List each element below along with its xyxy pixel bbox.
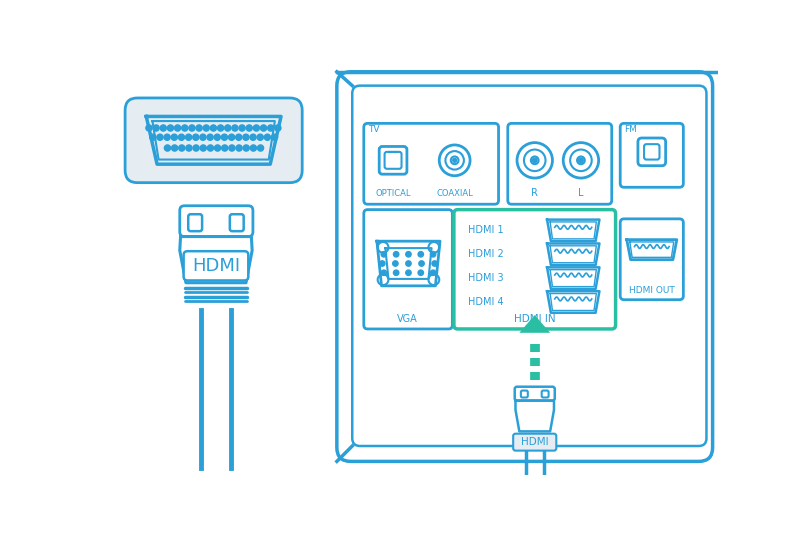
- Polygon shape: [519, 315, 550, 333]
- Circle shape: [578, 158, 583, 163]
- Circle shape: [533, 158, 537, 163]
- Circle shape: [271, 134, 278, 140]
- Circle shape: [200, 134, 206, 140]
- Text: HDMI: HDMI: [521, 437, 549, 447]
- FancyBboxPatch shape: [180, 206, 253, 237]
- Circle shape: [193, 134, 199, 140]
- Circle shape: [258, 145, 264, 151]
- Circle shape: [222, 134, 227, 140]
- Circle shape: [243, 134, 249, 140]
- Text: L: L: [578, 188, 584, 198]
- Circle shape: [174, 125, 181, 131]
- Text: HDMI 3: HDMI 3: [468, 273, 503, 283]
- Circle shape: [432, 261, 438, 266]
- Circle shape: [146, 125, 152, 131]
- Text: FM: FM: [624, 125, 637, 134]
- Text: HDMI 1: HDMI 1: [468, 225, 503, 235]
- Circle shape: [222, 145, 228, 151]
- Circle shape: [394, 252, 399, 257]
- Circle shape: [393, 261, 398, 266]
- Circle shape: [186, 145, 192, 151]
- Circle shape: [381, 252, 386, 257]
- Circle shape: [229, 134, 234, 140]
- Circle shape: [203, 125, 210, 131]
- Circle shape: [261, 125, 266, 131]
- Circle shape: [268, 125, 274, 131]
- Circle shape: [236, 145, 242, 151]
- Circle shape: [171, 134, 178, 140]
- Circle shape: [274, 125, 281, 131]
- Circle shape: [218, 125, 224, 131]
- Text: TV: TV: [368, 125, 379, 134]
- Circle shape: [381, 270, 386, 276]
- Text: R: R: [531, 188, 538, 198]
- Circle shape: [264, 134, 270, 140]
- Circle shape: [160, 125, 166, 131]
- Circle shape: [164, 134, 170, 140]
- Circle shape: [210, 125, 217, 131]
- Circle shape: [207, 134, 213, 140]
- Circle shape: [250, 145, 257, 151]
- Circle shape: [196, 125, 202, 131]
- Circle shape: [418, 270, 423, 276]
- FancyBboxPatch shape: [125, 98, 302, 183]
- Circle shape: [406, 261, 411, 266]
- FancyBboxPatch shape: [513, 434, 556, 451]
- Circle shape: [406, 270, 411, 276]
- Circle shape: [200, 145, 206, 151]
- Circle shape: [150, 134, 156, 140]
- Text: COAXIAL: COAXIAL: [436, 189, 473, 198]
- Circle shape: [246, 125, 252, 131]
- FancyBboxPatch shape: [352, 85, 706, 446]
- Circle shape: [171, 145, 178, 151]
- Circle shape: [453, 159, 457, 162]
- Circle shape: [157, 134, 163, 140]
- Circle shape: [254, 125, 259, 131]
- Text: VGA: VGA: [398, 315, 418, 324]
- Circle shape: [214, 145, 221, 151]
- Circle shape: [419, 261, 424, 266]
- Circle shape: [214, 134, 220, 140]
- Text: OPTICAL: OPTICAL: [375, 189, 411, 198]
- Circle shape: [394, 270, 399, 276]
- FancyBboxPatch shape: [184, 251, 248, 280]
- Circle shape: [153, 125, 159, 131]
- Circle shape: [178, 145, 185, 151]
- Circle shape: [207, 145, 214, 151]
- Circle shape: [243, 145, 250, 151]
- Circle shape: [430, 252, 436, 257]
- Circle shape: [379, 261, 385, 266]
- Circle shape: [406, 252, 411, 257]
- Circle shape: [430, 270, 436, 276]
- Circle shape: [418, 252, 423, 257]
- Circle shape: [250, 134, 256, 140]
- Circle shape: [257, 134, 263, 140]
- Text: HDMI 2: HDMI 2: [468, 249, 503, 260]
- FancyBboxPatch shape: [337, 72, 713, 461]
- Text: HDMI: HDMI: [192, 257, 240, 275]
- Circle shape: [189, 125, 195, 131]
- Circle shape: [193, 145, 199, 151]
- Text: HDMI OUT: HDMI OUT: [629, 286, 674, 295]
- Circle shape: [178, 134, 185, 140]
- Circle shape: [229, 145, 235, 151]
- Text: HDMI 4: HDMI 4: [468, 297, 503, 307]
- Circle shape: [164, 145, 170, 151]
- Circle shape: [186, 134, 192, 140]
- Circle shape: [167, 125, 174, 131]
- FancyBboxPatch shape: [514, 387, 554, 400]
- Text: HDMI IN: HDMI IN: [514, 315, 555, 324]
- Circle shape: [236, 134, 242, 140]
- Circle shape: [182, 125, 188, 131]
- Circle shape: [225, 125, 231, 131]
- Circle shape: [239, 125, 245, 131]
- Circle shape: [232, 125, 238, 131]
